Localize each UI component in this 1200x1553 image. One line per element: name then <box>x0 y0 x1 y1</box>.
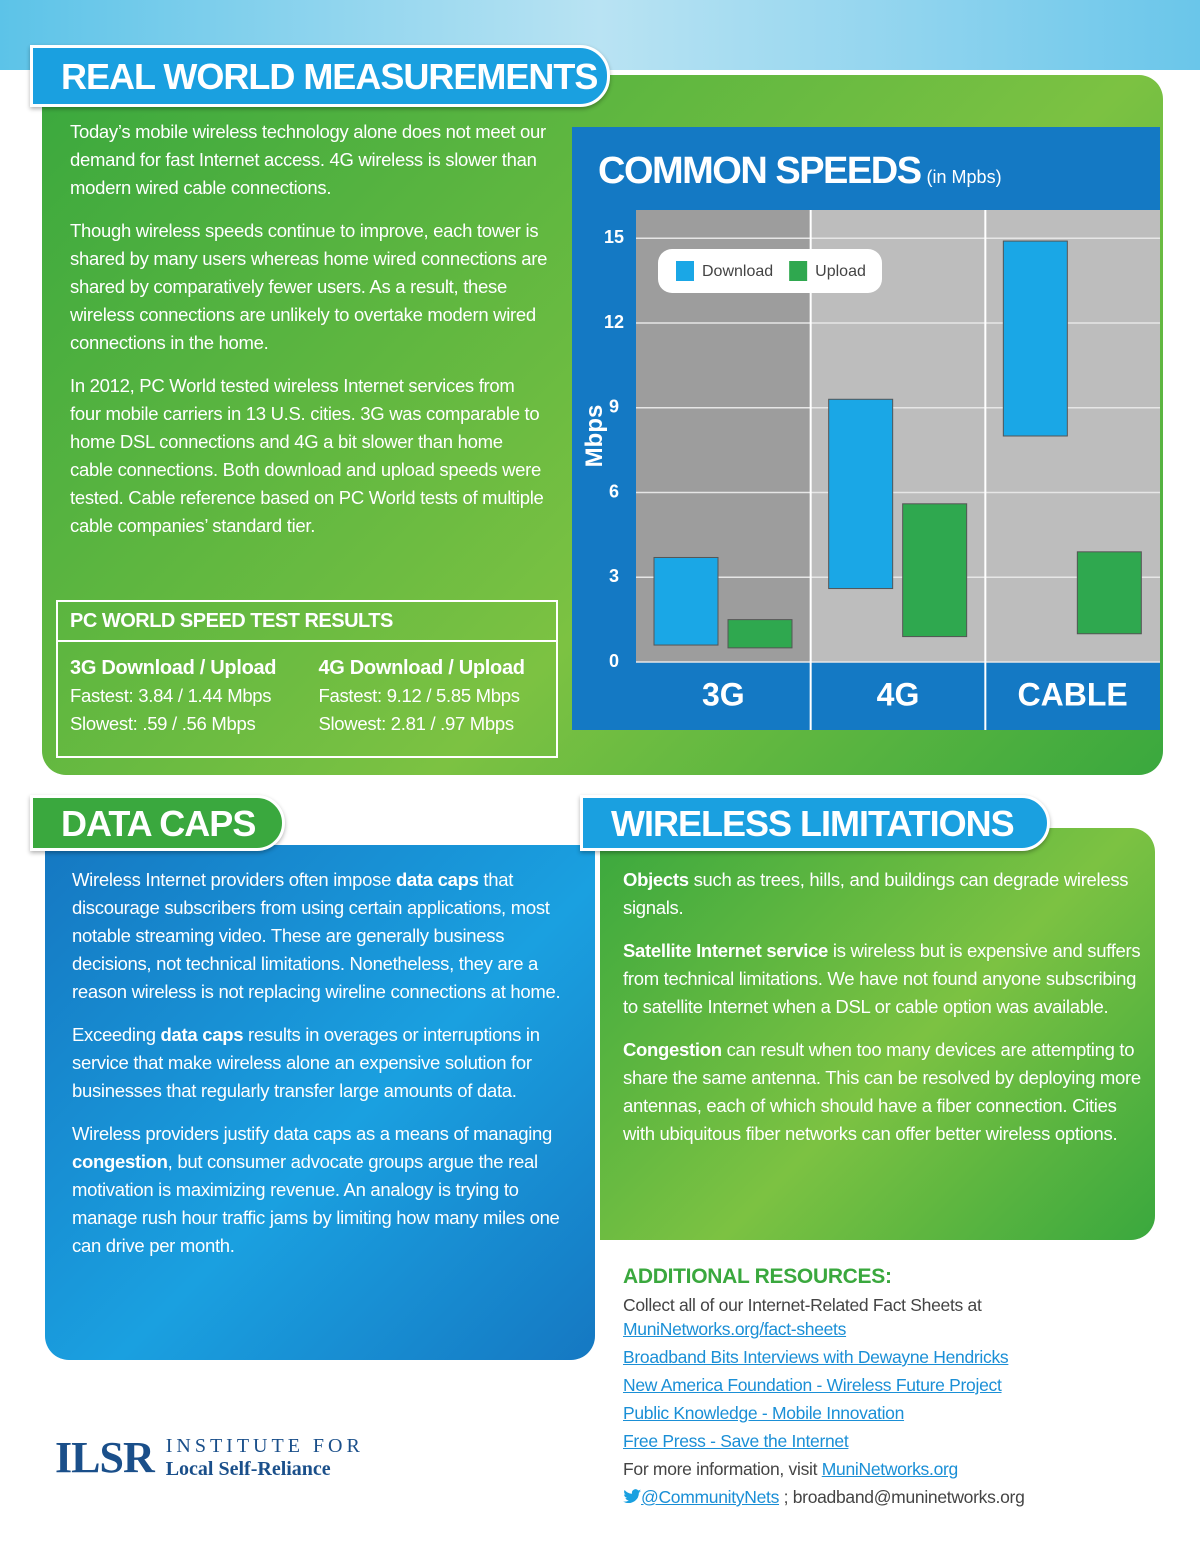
text-run: Today’s mobile wireless technology alone… <box>70 121 546 198</box>
data-caps-panel <box>45 845 595 1360</box>
logo-mark: ILSR <box>55 1433 155 1482</box>
text-run: Exceeding <box>72 1024 161 1045</box>
text-run: , but consumer advocate groups argue the… <box>72 1151 560 1256</box>
x-tick-label: 3G <box>702 676 745 712</box>
section-title: DATA CAPS <box>30 795 285 851</box>
chart-title: COMMON SPEEDS <box>598 150 921 192</box>
paragraph: Though wireless speeds continue to impro… <box>70 217 550 357</box>
link[interactable]: Public Knowledge - Mobile Innovation <box>623 1403 905 1423</box>
x-tick-label: 4G <box>877 676 920 712</box>
paragraph: Wireless Internet providers often impose… <box>72 866 572 1006</box>
logo: ILSR INSTITUTE FOR Local Self-Reliance <box>55 1432 364 1483</box>
link[interactable]: MuniNetworks.org/fact-sheets <box>623 1319 847 1339</box>
twitter-icon <box>623 1489 641 1504</box>
text-run: can result when too many devices are att… <box>623 1039 1141 1144</box>
section-title: WIRELESS LIMITATIONS <box>580 795 1050 851</box>
text-run: data caps <box>160 1024 244 1045</box>
paragraph: Congestion can result when too many devi… <box>623 1036 1145 1148</box>
bar <box>653 556 719 646</box>
table-cell: Slowest: 2.81 / .97 Mbps <box>318 713 514 734</box>
table-cell: Fastest: 3.84 / 1.44 Mbps <box>70 685 272 706</box>
legend-box <box>658 249 882 293</box>
text-run: is wireless but is expensive and suffers… <box>623 940 1141 1017</box>
table-title: PC WORLD SPEED TEST RESULTS <box>58 602 556 642</box>
link[interactable]: New America Foundation - Wireless Future… <box>623 1375 1002 1395</box>
text-run: In 2012, PC World tested wireless Intern… <box>70 375 544 536</box>
category-band <box>636 662 1160 730</box>
text-run: Satellite Internet service <box>623 940 829 961</box>
chart-title-band <box>572 127 1160 210</box>
column-heading: 4G Download / Upload <box>318 657 525 679</box>
axis-band <box>572 210 636 730</box>
table-column: 3G Download / Upload Fastest: 3.84 / 1.44… <box>70 654 300 738</box>
legend-label: Upload <box>815 263 866 280</box>
paragraph: Satellite Internet service is wireless b… <box>623 937 1145 1021</box>
bar <box>902 503 968 638</box>
table-body: 3G Download / Upload Fastest: 3.84 / 1.44… <box>58 642 556 738</box>
text-run: Wireless Internet providers often impose <box>72 869 396 890</box>
table-column: 4G Download / Upload Fastest: 9.12 / 5.85… <box>318 654 544 738</box>
y-tick-label: 12 <box>604 312 624 332</box>
y-tick-label: 6 <box>609 481 619 501</box>
logo-text: INSTITUTE FOR Local Self-Reliance <box>166 1435 364 1481</box>
email: ; broadband@muninetworks.org <box>779 1487 1025 1507</box>
resources-intro: Collect all of our Internet-Related Fact… <box>623 1295 982 1315</box>
paragraphs: Wireless Internet providers often impose… <box>72 866 572 1275</box>
links: Broadband Bits Interviews with Dewayne H… <box>623 1345 1183 1453</box>
link[interactable]: @CommunityNets <box>641 1487 780 1507</box>
legend-label: Download <box>702 263 773 280</box>
table-cell: Fastest: 9.12 / 5.85 Mbps <box>318 685 520 706</box>
paragraph: In 2012, PC World tested wireless Intern… <box>70 372 550 540</box>
bar <box>727 619 793 649</box>
text-run: Though wireless speeds continue to impro… <box>70 220 548 353</box>
y-tick-label: 9 <box>609 397 619 417</box>
logo-line: INSTITUTE FOR <box>165 1434 364 1457</box>
text-run: congestion <box>72 1151 168 1172</box>
more-info: For more information, visit MuniNetworks… <box>623 1457 1183 1481</box>
table-cell: Slowest: .59 / .56 Mbps <box>70 713 256 734</box>
column-heading: 3G Download / Upload <box>70 657 277 679</box>
legend-swatch <box>676 261 694 281</box>
paragraphs: Objects such as trees, hills, and buildi… <box>623 866 1145 1163</box>
chart: COMMON SPEEDS (in Mpbs) 0 3 6 9 12 15 3G 4G CABLE M… <box>572 127 1160 730</box>
bar <box>1076 551 1142 635</box>
link[interactable]: Free Press - Save the Internet <box>623 1431 849 1451</box>
y-tick-label: 15 <box>604 227 624 247</box>
text-run: Objects <box>623 869 689 890</box>
text-run: that discourage subscribers from using c… <box>72 869 561 1002</box>
y-axis-label: Mbps <box>581 405 608 468</box>
text-run: results in overages or interruptions in … <box>72 1024 540 1101</box>
paragraph: Today’s mobile wireless technology alone… <box>70 118 550 202</box>
section-title: REAL WORLD MEASUREMENTS <box>30 45 610 107</box>
link[interactable]: MuniNetworks.org <box>821 1459 959 1479</box>
paragraphs: Today’s mobile wireless technology alone… <box>70 118 550 555</box>
chart-subtitle: (in Mpbs) <box>927 167 1002 187</box>
text-run: Wireless providers justify data caps as … <box>72 1123 552 1144</box>
resources: ADDITIONAL RESOURCES: Collect all of our… <box>623 1265 1183 1509</box>
x-tick-label: CABLE <box>1018 676 1128 712</box>
wireless-panel <box>600 828 1155 1240</box>
more-info-text: For more information, visit <box>623 1459 818 1479</box>
test-results: PC WORLD SPEED TEST RESULTS 3G Download … <box>56 600 558 758</box>
link[interactable]: Broadband Bits Interviews with Dewayne H… <box>623 1347 1009 1367</box>
resources-title: ADDITIONAL RESOURCES: <box>623 1265 892 1288</box>
paragraph: Objects such as trees, hills, and buildi… <box>623 866 1145 922</box>
logo-line: Local Self-Reliance <box>165 1457 331 1480</box>
bar <box>828 398 894 590</box>
text-run: such as trees, hills, and buildings can … <box>623 869 1129 918</box>
bar <box>1002 240 1068 437</box>
legend-swatch <box>789 261 808 281</box>
text-run: data caps <box>395 869 479 890</box>
paragraph: Wireless providers justify data caps as … <box>72 1120 572 1260</box>
paragraph: Exceeding data caps results in overages … <box>72 1021 572 1105</box>
y-tick-label: 0 <box>609 651 619 671</box>
y-tick-label: 3 <box>609 566 619 586</box>
text-run: Congestion <box>623 1039 722 1060</box>
contact: @CommunityNets ; broadband@muninetworks.… <box>623 1485 1183 1509</box>
